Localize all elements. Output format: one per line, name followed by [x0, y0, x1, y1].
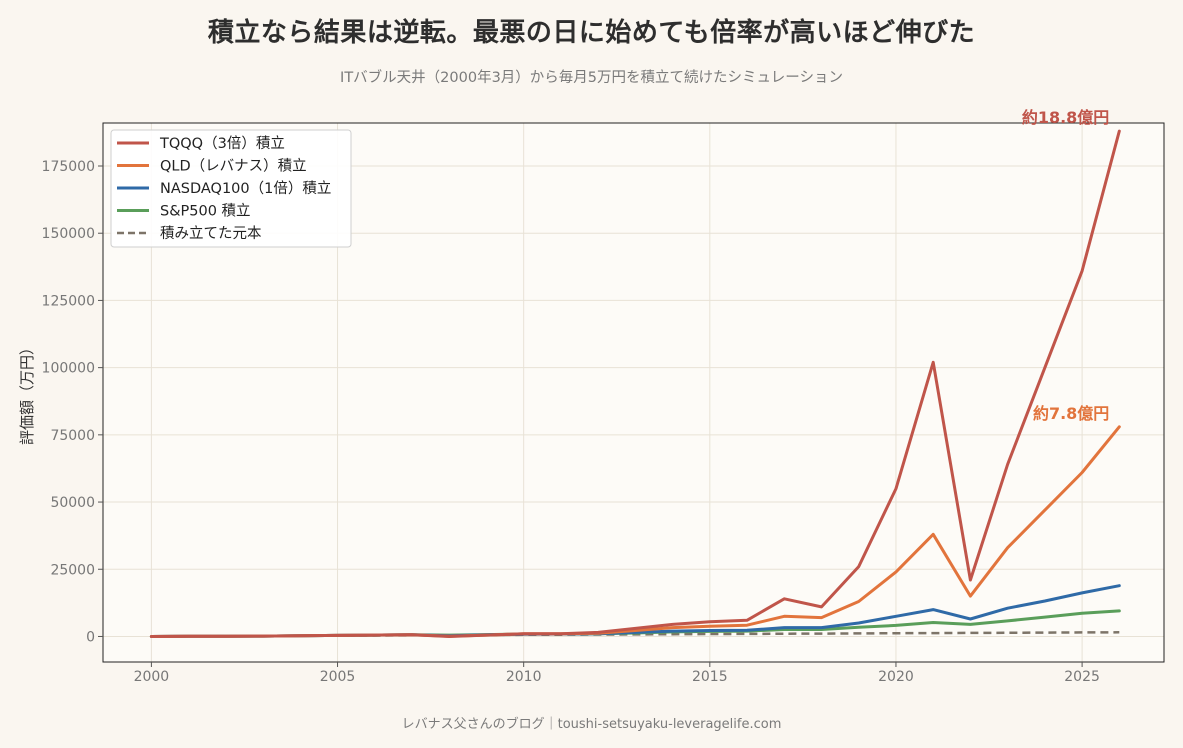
y-tick-label: 75000 [50, 428, 95, 444]
x-tick-label: 2010 [506, 669, 542, 685]
x-tick-label: 2005 [320, 669, 356, 685]
y-tick-label: 25000 [50, 562, 95, 578]
y-tick-label: 150000 [42, 226, 95, 242]
y-tick-label: 50000 [50, 495, 95, 511]
y-tick-label: 0 [86, 629, 95, 645]
legend-label-1: QLD（レバナス）積立 [160, 158, 307, 175]
series-line-0 [149, 129, 1121, 638]
footer-credit: レバナス父さんのブログ｜toushi-setsuyaku-leveragelif… [401, 717, 782, 732]
legend-label-4: 積み立てた元本 [160, 225, 262, 242]
y-tick-label: 100000 [42, 361, 95, 377]
chart-title: 積立なら結果は逆転。最悪の日に始めても倍率が高いほど伸びた [207, 18, 976, 48]
legend-box [110, 129, 352, 248]
plot-frame [102, 122, 1165, 663]
chart-subtitle: ITバブル天井（2000年3月）から毎月5万円を積立て続けたシミュレーション [340, 70, 843, 86]
x-tick-label: 2000 [134, 669, 170, 685]
legend-label-3: S&P500 積立 [160, 203, 251, 220]
legend-label-0: TQQQ（3倍）積立 [159, 135, 285, 152]
annotation-label-1: 約7.8億円 [1033, 404, 1109, 423]
annotation-label-0: 約18.8億円 [1022, 108, 1109, 127]
y-tick-label: 175000 [42, 159, 95, 175]
x-tick-label: 2020 [878, 669, 914, 685]
y-tick-label: 125000 [42, 293, 95, 309]
legend-label-2: NASDAQ100（1倍）積立 [160, 180, 331, 197]
x-tick-label: 2025 [1064, 669, 1100, 685]
y-axis-label: 評価額（万円） [18, 340, 36, 445]
x-tick-label: 2015 [692, 669, 728, 685]
